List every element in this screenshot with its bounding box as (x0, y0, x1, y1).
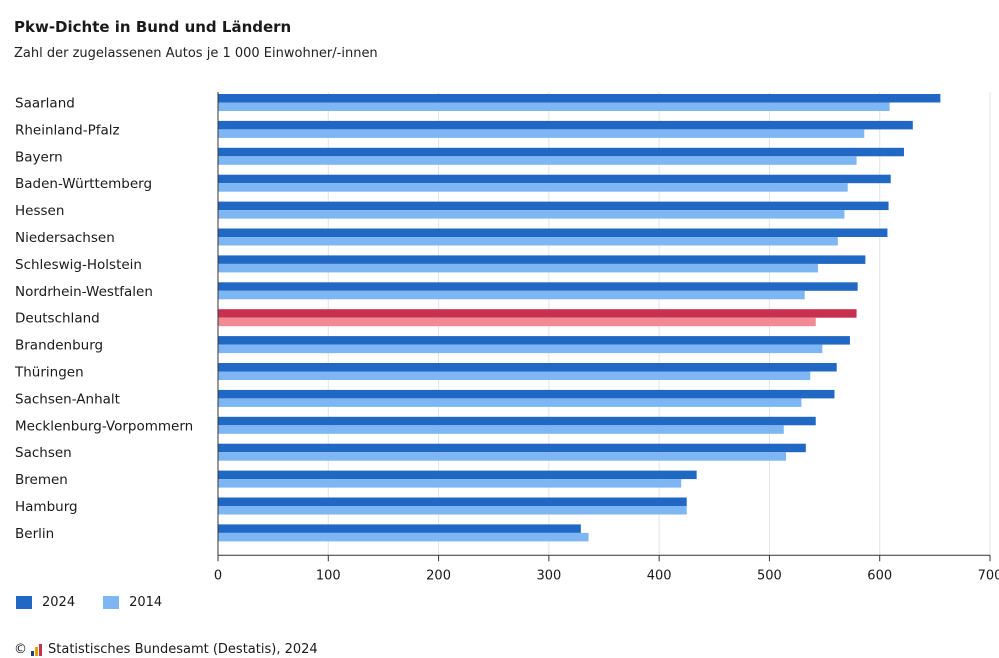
category-label-14: Bremen (15, 472, 68, 488)
category-label-3: Baden-Württemberg (15, 176, 152, 192)
bar-chart: Saarland Rheinland-Pfalz Bayern Baden-Württ… (14, 92, 999, 583)
copyright-symbol: © (14, 642, 27, 657)
bar-2014-3 (218, 183, 848, 192)
category-label-10: Thüringen (14, 365, 84, 381)
bar-2024-3 (218, 174, 891, 184)
bar-2024-16 (218, 524, 581, 533)
bar-2024-7 (218, 282, 858, 291)
bar-2024-10 (218, 363, 837, 372)
bar-2024-6 (218, 255, 866, 264)
bar-2014-15 (218, 506, 687, 515)
bars (218, 94, 941, 542)
bar-2024-4 (218, 201, 889, 211)
x-tick-label-200: 200 (426, 568, 451, 583)
bar-2014-6 (218, 263, 818, 273)
category-label-5: Niedersachsen (15, 230, 115, 246)
bar-2024-5 (218, 228, 888, 237)
bar-2014-5 (218, 237, 838, 246)
bar-2024-2 (218, 147, 904, 157)
chart-subtitle: Zahl der zugelassenen Autos je 1 000 Ein… (14, 46, 378, 61)
category-label-7: Nordrhein-Westfalen (15, 284, 153, 300)
legend-item-2024: 2024 (16, 595, 75, 610)
legend-label-2014: 2014 (129, 595, 163, 610)
bar-2014-8 (218, 317, 816, 327)
bar-2024-8 (218, 309, 857, 318)
category-label-16: Berlin (15, 526, 54, 542)
category-label-11: Sachsen-Anhalt (15, 391, 120, 407)
legend: 2024 2014 (16, 595, 190, 610)
bar-2014-7 (218, 290, 805, 300)
source-line: © Statistisches Bundesamt (Destatis), 20… (14, 642, 318, 657)
chart-title: Pkw-Dichte in Bund und Ländern (14, 18, 292, 36)
source-text: Statistisches Bundesamt (Destatis), 2024 (48, 642, 318, 657)
category-label-8: Deutschland (15, 311, 100, 327)
x-tick-label-500: 500 (757, 568, 782, 583)
bar-2024-9 (218, 336, 850, 345)
bar-2024-11 (218, 389, 835, 399)
x-axis-ticks: 0 100 200 300 400 500 600 700 (214, 555, 999, 583)
legend-label-2024: 2024 (42, 595, 76, 610)
bar-2014-9 (218, 344, 823, 354)
x-tick-label-100: 100 (316, 568, 341, 583)
x-tick-label-0: 0 (214, 568, 222, 583)
bar-2024-0 (218, 94, 941, 103)
bar-2014-16 (218, 532, 589, 542)
bar-2014-12 (218, 425, 784, 434)
category-label-0: Saarland (15, 96, 75, 112)
bar-2024-13 (218, 443, 806, 453)
bar-2024-15 (218, 497, 687, 506)
x-tick-label-600: 600 (867, 568, 892, 583)
legend-swatch-2024 (16, 596, 32, 609)
bar-2014-1 (218, 129, 865, 138)
category-label-13: Sachsen (15, 445, 72, 461)
category-label-2: Bayern (15, 149, 63, 165)
bar-2014-4 (218, 210, 845, 219)
category-label-1: Rheinland-Pfalz (15, 122, 120, 138)
x-tick-label-400: 400 (647, 568, 672, 583)
category-label-6: Schleswig-Holstein (15, 257, 142, 273)
bar-2014-11 (218, 398, 802, 407)
bar-2024-14 (218, 470, 697, 480)
bar-2024-12 (218, 416, 816, 426)
category-labels: Saarland Rheinland-Pfalz Bayern Baden-Württ… (14, 96, 193, 542)
bar-2024-1 (218, 120, 913, 130)
x-tick-label-700: 700 (978, 568, 999, 583)
category-label-4: Hessen (15, 203, 64, 219)
legend-item-2014: 2014 (103, 595, 162, 610)
category-label-12: Mecklenburg-Vorpommern (15, 418, 193, 434)
bar-2014-2 (218, 156, 857, 165)
bar-2014-0 (218, 102, 890, 111)
x-tick-label-300: 300 (536, 568, 561, 583)
bar-2014-14 (218, 479, 682, 488)
bar-2014-13 (218, 452, 786, 461)
category-label-15: Hamburg (15, 499, 78, 515)
legend-swatch-2014 (103, 596, 120, 609)
category-label-9: Brandenburg (15, 338, 103, 354)
destatis-logo-icon (31, 643, 42, 656)
bar-2014-10 (218, 371, 811, 380)
